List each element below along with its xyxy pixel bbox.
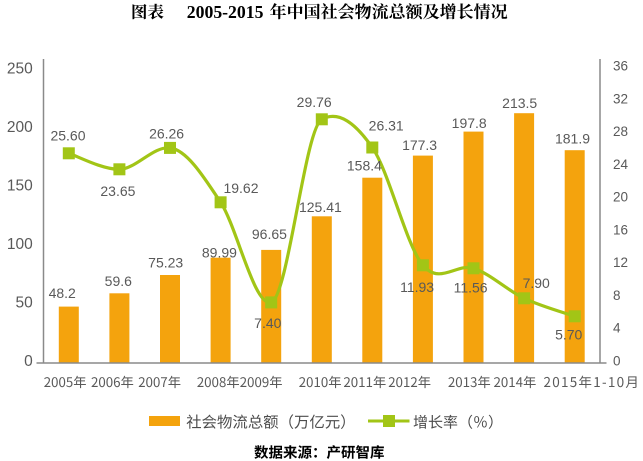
svg-text:20: 20 — [613, 190, 628, 205]
svg-text:5.70: 5.70 — [555, 327, 582, 343]
svg-text:96.65: 96.65 — [252, 226, 287, 242]
svg-text:25.60: 25.60 — [50, 128, 85, 144]
svg-text:125.41: 125.41 — [299, 199, 342, 215]
svg-text:2005-2015: 2005-2015 — [187, 2, 264, 22]
svg-text:24: 24 — [613, 157, 629, 172]
svg-text:0: 0 — [24, 353, 33, 370]
svg-text:11.56: 11.56 — [454, 280, 488, 296]
svg-text:200: 200 — [7, 119, 33, 136]
svg-text:8: 8 — [613, 288, 621, 303]
svg-text:177.3: 177.3 — [402, 137, 437, 153]
svg-text:158.4: 158.4 — [347, 158, 382, 174]
svg-text:150: 150 — [7, 178, 33, 195]
svg-text:19.62: 19.62 — [223, 180, 258, 196]
svg-text:50: 50 — [16, 295, 34, 312]
svg-text:26.26: 26.26 — [149, 126, 184, 142]
svg-text:48.2: 48.2 — [49, 285, 76, 301]
svg-text:197.8: 197.8 — [452, 115, 487, 131]
svg-text:12: 12 — [613, 255, 628, 270]
svg-text:181.9: 181.9 — [555, 131, 590, 147]
svg-text:26.31: 26.31 — [369, 118, 404, 134]
svg-text:29.76: 29.76 — [297, 94, 332, 110]
svg-text:32: 32 — [613, 91, 628, 106]
svg-text:75.23: 75.23 — [148, 255, 183, 271]
svg-text:11.93: 11.93 — [400, 279, 434, 295]
svg-text:7.90: 7.90 — [523, 275, 550, 291]
svg-text:4: 4 — [613, 321, 621, 336]
svg-text:0: 0 — [613, 354, 621, 369]
svg-text:16: 16 — [613, 223, 628, 238]
svg-text:28: 28 — [613, 124, 628, 139]
svg-text:7.40: 7.40 — [254, 315, 281, 331]
svg-text:23.65: 23.65 — [100, 183, 135, 199]
svg-text:100: 100 — [7, 236, 33, 253]
svg-text:36: 36 — [613, 59, 628, 74]
svg-text:89.99: 89.99 — [202, 245, 237, 261]
svg-text:250: 250 — [7, 61, 33, 78]
svg-text:213.5: 213.5 — [502, 95, 537, 111]
svg-text:59.6: 59.6 — [105, 273, 132, 289]
